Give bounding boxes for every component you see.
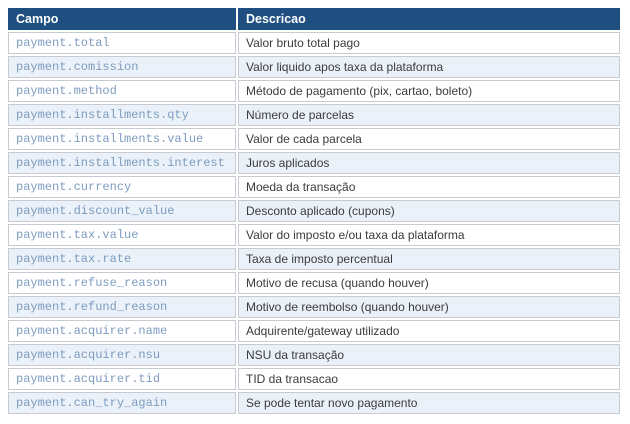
table-row: payment.acquirer.name Adquirente/gateway… bbox=[8, 320, 620, 342]
table-row: payment.comission Valor liquido apos tax… bbox=[8, 56, 620, 78]
table-row: payment.refund_reason Motivo de reembols… bbox=[8, 296, 620, 318]
field-name-cell: payment.installments.value bbox=[8, 128, 236, 150]
field-description-cell: Método de pagamento (pix, cartao, boleto… bbox=[238, 80, 620, 102]
field-name-cell: payment.acquirer.tid bbox=[8, 368, 236, 390]
table-row: payment.method Método de pagamento (pix,… bbox=[8, 80, 620, 102]
table-row: payment.discount_value Desconto aplicado… bbox=[8, 200, 620, 222]
table-row: payment.tax.value Valor do imposto e/ou … bbox=[8, 224, 620, 246]
field-name-cell: payment.can_try_again bbox=[8, 392, 236, 414]
field-description-cell: Valor bruto total pago bbox=[238, 32, 620, 54]
payment-fields-table: Campo Descricao payment.total Valor brut… bbox=[6, 6, 622, 416]
table-body: payment.total Valor bruto total pago pay… bbox=[8, 32, 620, 414]
table-row: payment.installments.interest Juros apli… bbox=[8, 152, 620, 174]
field-name-cell: payment.tax.rate bbox=[8, 248, 236, 270]
field-description-cell: Valor liquido apos taxa da plataforma bbox=[238, 56, 620, 78]
field-name-cell: payment.tax.value bbox=[8, 224, 236, 246]
table-row: payment.total Valor bruto total pago bbox=[8, 32, 620, 54]
field-description-cell: Valor do imposto e/ou taxa da plataforma bbox=[238, 224, 620, 246]
field-description-cell: Taxa de imposto percentual bbox=[238, 248, 620, 270]
field-name-cell: payment.total bbox=[8, 32, 236, 54]
field-name-cell: payment.currency bbox=[8, 176, 236, 198]
table-row: payment.installments.qty Número de parce… bbox=[8, 104, 620, 126]
field-description-cell: Valor de cada parcela bbox=[238, 128, 620, 150]
field-name-cell: payment.acquirer.nsu bbox=[8, 344, 236, 366]
field-name-cell: payment.acquirer.name bbox=[8, 320, 236, 342]
field-name-cell: payment.refund_reason bbox=[8, 296, 236, 318]
field-description-cell: Adquirente/gateway utilizado bbox=[238, 320, 620, 342]
field-description-cell: TID da transacao bbox=[238, 368, 620, 390]
table-row: payment.acquirer.nsu NSU da transação bbox=[8, 344, 620, 366]
table-row: payment.can_try_again Se pode tentar nov… bbox=[8, 392, 620, 414]
column-header-campo: Campo bbox=[8, 8, 236, 30]
table-row: payment.refuse_reason Motivo de recusa (… bbox=[8, 272, 620, 294]
field-description-cell: Moeda da transação bbox=[238, 176, 620, 198]
table-row: payment.tax.rate Taxa de imposto percent… bbox=[8, 248, 620, 270]
field-description-cell: Juros aplicados bbox=[238, 152, 620, 174]
field-description-cell: Número de parcelas bbox=[238, 104, 620, 126]
table-row: payment.installments.value Valor de cada… bbox=[8, 128, 620, 150]
column-header-descricao: Descricao bbox=[238, 8, 620, 30]
field-name-cell: payment.refuse_reason bbox=[8, 272, 236, 294]
table-row: payment.currency Moeda da transação bbox=[8, 176, 620, 198]
field-name-cell: payment.installments.interest bbox=[8, 152, 236, 174]
field-name-cell: payment.comission bbox=[8, 56, 236, 78]
field-description-cell: Desconto aplicado (cupons) bbox=[238, 200, 620, 222]
table-header-row: Campo Descricao bbox=[8, 8, 620, 30]
field-name-cell: payment.installments.qty bbox=[8, 104, 236, 126]
table-row: payment.acquirer.tid TID da transacao bbox=[8, 368, 620, 390]
field-description-cell: NSU da transação bbox=[238, 344, 620, 366]
field-description-cell: Motivo de recusa (quando houver) bbox=[238, 272, 620, 294]
field-description-cell: Motivo de reembolso (quando houver) bbox=[238, 296, 620, 318]
field-name-cell: payment.discount_value bbox=[8, 200, 236, 222]
field-name-cell: payment.method bbox=[8, 80, 236, 102]
field-description-cell: Se pode tentar novo pagamento bbox=[238, 392, 620, 414]
